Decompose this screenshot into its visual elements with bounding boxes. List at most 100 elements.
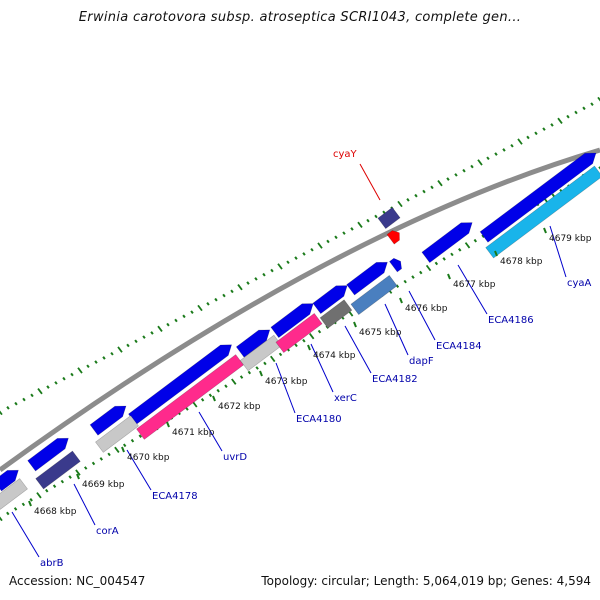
dot-tick <box>70 372 74 377</box>
label-leader-line <box>384 303 409 356</box>
dot-tick <box>542 127 546 131</box>
scale-tick-mark <box>399 297 403 304</box>
gene-block <box>275 312 323 354</box>
dot-tick <box>263 361 267 366</box>
dot-tick <box>14 401 18 406</box>
outer-dotted-track <box>0 96 600 416</box>
dot-tick <box>255 366 259 370</box>
dot-tick <box>192 401 198 408</box>
dot-tick <box>534 131 538 136</box>
gene-label: ECA4178 <box>152 491 198 502</box>
dot-tick <box>397 200 403 208</box>
dot-tick <box>84 466 88 470</box>
dot-tick <box>254 277 258 281</box>
dot-tick <box>216 388 220 393</box>
dot-tick <box>150 331 154 335</box>
label-leaders <box>11 163 567 558</box>
dot-tick <box>60 479 65 484</box>
cyaY-leader-line <box>359 163 381 201</box>
label-leader-line <box>457 264 488 315</box>
dot-tick <box>94 360 98 364</box>
dot-tick <box>414 193 418 198</box>
dot-tick <box>22 397 26 402</box>
dot-tick <box>117 346 123 353</box>
dot-tick <box>0 516 3 522</box>
scale-tick-label: 4670 kbp <box>127 453 170 463</box>
scale-tick-mark <box>212 395 216 402</box>
gene-block <box>95 415 139 453</box>
dot-tick <box>157 325 163 332</box>
gene-block <box>389 257 402 273</box>
dot-tick <box>54 381 58 385</box>
dot-tick <box>262 272 266 277</box>
gene-block <box>0 478 28 510</box>
dot-tick <box>294 343 298 348</box>
gene-block <box>346 261 388 296</box>
dot-tick <box>185 407 189 411</box>
scale-tick-label: 4674 kbp <box>313 351 356 361</box>
dot-tick <box>239 375 244 379</box>
dot-tick <box>102 356 106 360</box>
gene-label: ECA4182 <box>372 374 418 385</box>
scale-ticks: 4668 kbp 4669 kbp 4670 kbp 4671 kbp 4672 kbp… <box>28 227 592 517</box>
dot-tick <box>190 310 194 314</box>
gene-block <box>350 274 398 316</box>
dot-tick <box>166 322 170 327</box>
dot-tick <box>403 279 407 284</box>
dot-tick <box>126 343 130 348</box>
gene-block <box>479 152 597 243</box>
dot-tick <box>317 329 322 334</box>
dot-tick <box>208 393 213 398</box>
scale-tick-mark <box>121 446 125 453</box>
dot-tick <box>6 511 10 516</box>
dot-tick <box>526 135 530 140</box>
dot-tick <box>419 270 423 275</box>
dot-tick <box>470 164 474 169</box>
dot-tick <box>458 248 462 252</box>
dot-tick <box>214 297 218 302</box>
scale-tick-label: 4673 kbp <box>265 377 308 387</box>
dot-tick <box>434 261 439 266</box>
dot-tick <box>437 180 443 187</box>
gene-block <box>270 303 314 339</box>
dot-tick <box>557 117 563 124</box>
dot-tick <box>114 446 120 453</box>
gene-label: uvrD <box>223 452 247 463</box>
dot-tick <box>277 263 283 270</box>
dot-tick <box>395 284 400 288</box>
gene-block <box>128 344 233 425</box>
dot-tick <box>0 410 3 416</box>
dot-tick <box>582 106 586 111</box>
cyaY-label: cyaY <box>333 149 358 160</box>
scale-tick-mark <box>494 250 498 257</box>
dot-tick <box>342 231 346 235</box>
dot-tick <box>550 123 554 127</box>
dot-tick <box>486 156 490 161</box>
dot-tick <box>224 384 228 388</box>
dot-tick <box>77 367 83 374</box>
label-leader-line <box>549 225 567 278</box>
dot-tick <box>374 214 378 219</box>
dot-tick <box>6 406 10 410</box>
dot-tick <box>294 256 298 260</box>
dot-tick <box>481 234 485 238</box>
dot-tick <box>237 284 243 291</box>
gene-label: corA <box>96 526 119 537</box>
dot-tick <box>462 168 466 173</box>
scale-tick-label: 4678 kbp <box>500 257 543 267</box>
dot-tick <box>21 502 26 507</box>
gene-label: dapF <box>409 356 434 367</box>
scale-tick-mark <box>307 344 311 351</box>
cyaY-feature-arrow <box>386 230 400 245</box>
backbone-arc <box>0 147 600 473</box>
scale-tick-mark <box>166 421 170 428</box>
dot-tick <box>454 173 458 177</box>
gene-label: ECA4186 <box>488 315 534 326</box>
dot-tick <box>278 352 283 357</box>
dot-tick <box>302 252 306 256</box>
dot-tick <box>30 393 34 398</box>
dot-tick <box>425 264 432 272</box>
dot-tick <box>37 388 43 395</box>
dot-tick <box>411 275 415 279</box>
